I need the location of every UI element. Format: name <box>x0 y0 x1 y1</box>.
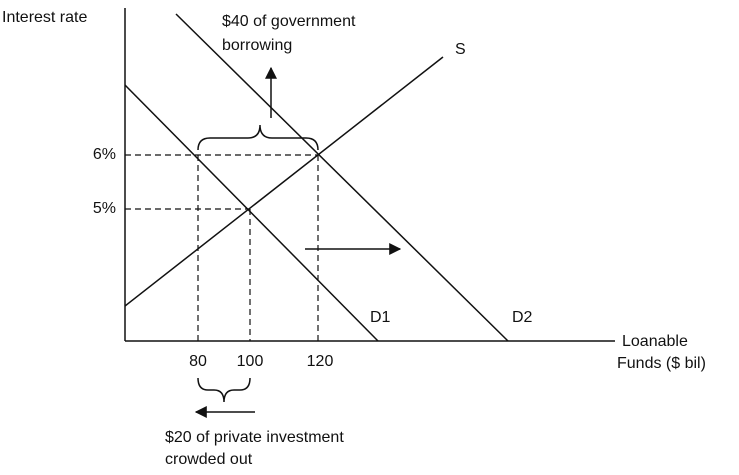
x-tick-label: 120 <box>307 353 334 370</box>
x-axis-label: Loanable <box>622 333 688 350</box>
curve-label: S <box>455 41 466 58</box>
brace <box>197 124 319 151</box>
y-axis-label: Interest rate <box>2 9 87 26</box>
y-tick-label: 5% <box>93 200 116 217</box>
demand-1-curve <box>124 84 379 342</box>
annotation: $20 of private investment <box>165 429 344 446</box>
supply-curve <box>124 56 444 307</box>
curve-label: D1 <box>370 309 391 326</box>
x-tick-label: 100 <box>237 353 264 370</box>
demand-2-curve <box>175 13 509 342</box>
annotation: crowded out <box>165 451 253 468</box>
annotation: borrowing <box>222 37 292 54</box>
annotation: $40 of government <box>222 13 356 30</box>
x-axis-label: Funds ($ bil) <box>617 355 706 372</box>
x-tick-label: 80 <box>189 353 207 370</box>
y-tick-label: 6% <box>93 146 116 163</box>
brace <box>197 377 251 403</box>
curve-label: D2 <box>512 309 533 326</box>
